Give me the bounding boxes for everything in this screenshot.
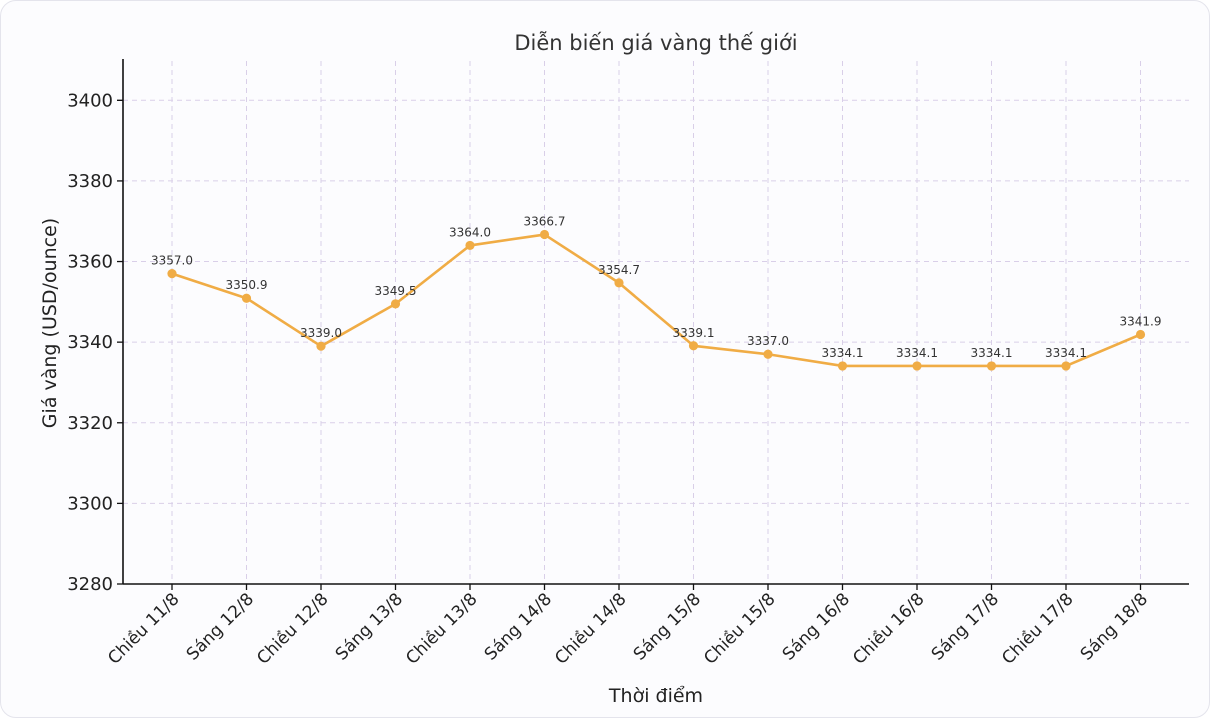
- data-point: [390, 299, 401, 309]
- x-tick-label: Chiều 11/8: [103, 589, 183, 669]
- data-labels: 3357.0 3350.9 3339.0 3349.5 3364.0 3366.7 3354…: [151, 215, 1162, 360]
- y-tick-label: 3340: [67, 332, 113, 353]
- series-line: [171, 233, 1142, 368]
- y-tick-label: 3320: [67, 413, 113, 434]
- data-point: [167, 269, 177, 279]
- x-tick-label: Sáng 12/8: [183, 589, 258, 664]
- data-label: 3341.9: [1120, 314, 1162, 328]
- x-tick-label: Sáng 13/8: [332, 589, 407, 664]
- x-tick-label: Chiều 17/8: [997, 589, 1077, 669]
- data-point: [465, 240, 475, 251]
- data-point: [688, 341, 699, 351]
- x-tick-label: Sáng 16/8: [779, 589, 854, 664]
- data-point: [614, 278, 624, 288]
- x-tick-label: Chiều 15/8: [699, 589, 779, 669]
- x-tick-label: Sáng 17/8: [928, 589, 1003, 664]
- axes: [122, 59, 1189, 585]
- data-label: 3366.7: [524, 215, 566, 229]
- data-point: [912, 361, 922, 371]
- data-point: [539, 229, 550, 240]
- x-tick-label: Sáng 15/8: [630, 589, 705, 664]
- y-tick-label: 3380: [67, 171, 113, 192]
- grid: [123, 61, 1189, 584]
- data-label: 3334.1: [896, 346, 938, 360]
- y-ticks: 3280 3300 3320 3340 3360 3380 3400: [67, 90, 123, 595]
- data-label: 3334.1: [822, 346, 864, 360]
- data-label: 3349.5: [375, 284, 417, 298]
- x-tick-label: Chiều 16/8: [848, 589, 928, 669]
- data-label: 3350.9: [226, 278, 268, 292]
- data-label: 3339.0: [300, 326, 342, 340]
- y-tick-label: 3360: [67, 252, 113, 273]
- y-tick-label: 3400: [67, 90, 113, 111]
- data-label: 3339.1: [673, 326, 715, 340]
- series: [167, 229, 1146, 371]
- x-tick-label: Sáng 14/8: [481, 589, 556, 664]
- x-tick-label: Chiều 13/8: [401, 589, 481, 669]
- data-point: [763, 349, 773, 359]
- data-point: [837, 361, 848, 371]
- y-tick-label: 3300: [67, 493, 113, 514]
- data-label: 3334.1: [971, 346, 1013, 360]
- data-label: 3337.0: [747, 334, 789, 348]
- x-tick-label: Sáng 18/8: [1077, 589, 1152, 664]
- data-point: [1061, 361, 1071, 371]
- data-point: [316, 341, 326, 351]
- y-tick-label: 3280: [67, 574, 113, 595]
- chart-title: Diễn biến giá vàng thế giới: [514, 30, 797, 55]
- data-label: 3354.7: [598, 263, 640, 277]
- data-label: 3357.0: [151, 254, 193, 268]
- x-axis-label: Thời điểm: [608, 685, 703, 707]
- x-tick-label: Chiều 12/8: [252, 589, 332, 669]
- data-point: [986, 361, 997, 371]
- data-point: [241, 293, 252, 303]
- data-label: 3334.1: [1045, 346, 1087, 360]
- data-point: [1135, 329, 1146, 340]
- y-axis-label: Giá vàng (USD/ounce): [39, 218, 61, 428]
- x-tick-label: Chiều 14/8: [550, 589, 630, 669]
- data-label: 3364.0: [449, 225, 491, 239]
